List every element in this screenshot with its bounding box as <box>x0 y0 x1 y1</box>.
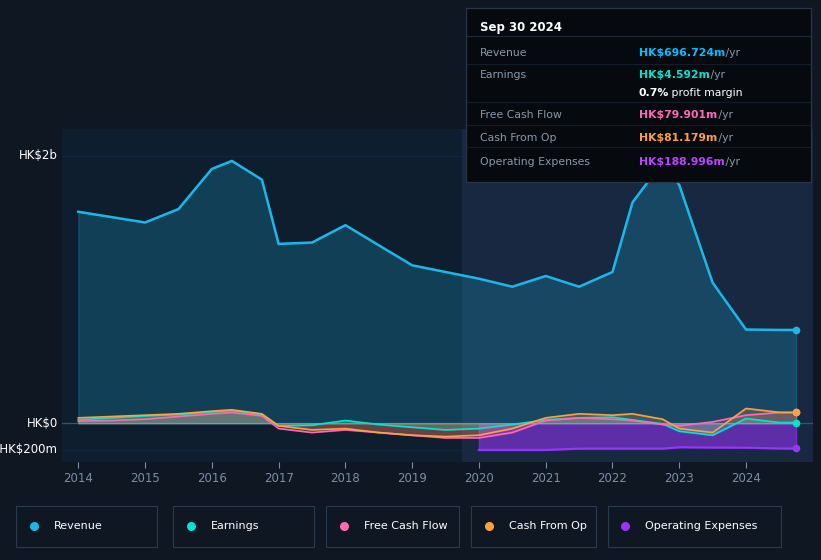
Text: /yr: /yr <box>722 48 741 58</box>
Text: /yr: /yr <box>714 133 732 143</box>
Text: Cash From Op: Cash From Op <box>509 521 586 531</box>
Text: Revenue: Revenue <box>54 521 103 531</box>
Bar <box>462 129 813 462</box>
FancyBboxPatch shape <box>326 506 459 547</box>
Text: Revenue: Revenue <box>480 48 528 58</box>
FancyBboxPatch shape <box>470 506 595 547</box>
Text: HK$4.592m: HK$4.592m <box>639 70 709 80</box>
Text: HK$696.724m: HK$696.724m <box>639 48 725 58</box>
Text: /yr: /yr <box>722 157 741 167</box>
Text: HK$81.179m: HK$81.179m <box>639 133 717 143</box>
Text: 0.7%: 0.7% <box>639 87 669 97</box>
Text: Cash From Op: Cash From Op <box>480 133 557 143</box>
Text: profit margin: profit margin <box>668 87 742 97</box>
FancyBboxPatch shape <box>608 506 781 547</box>
FancyBboxPatch shape <box>173 506 314 547</box>
Text: Free Cash Flow: Free Cash Flow <box>480 110 562 120</box>
Text: /yr: /yr <box>714 110 732 120</box>
Text: Earnings: Earnings <box>480 70 527 80</box>
Text: Sep 30 2024: Sep 30 2024 <box>480 21 562 34</box>
Text: -HK$200m: -HK$200m <box>0 444 57 456</box>
FancyBboxPatch shape <box>16 506 157 547</box>
Text: HK$0: HK$0 <box>26 417 57 430</box>
Text: Operating Expenses: Operating Expenses <box>480 157 590 167</box>
Text: /yr: /yr <box>707 70 725 80</box>
Text: Free Cash Flow: Free Cash Flow <box>364 521 447 531</box>
Text: HK$2b: HK$2b <box>19 149 57 162</box>
Text: HK$79.901m: HK$79.901m <box>639 110 717 120</box>
Text: HK$188.996m: HK$188.996m <box>639 157 724 167</box>
Text: Operating Expenses: Operating Expenses <box>645 521 758 531</box>
Text: Earnings: Earnings <box>211 521 259 531</box>
